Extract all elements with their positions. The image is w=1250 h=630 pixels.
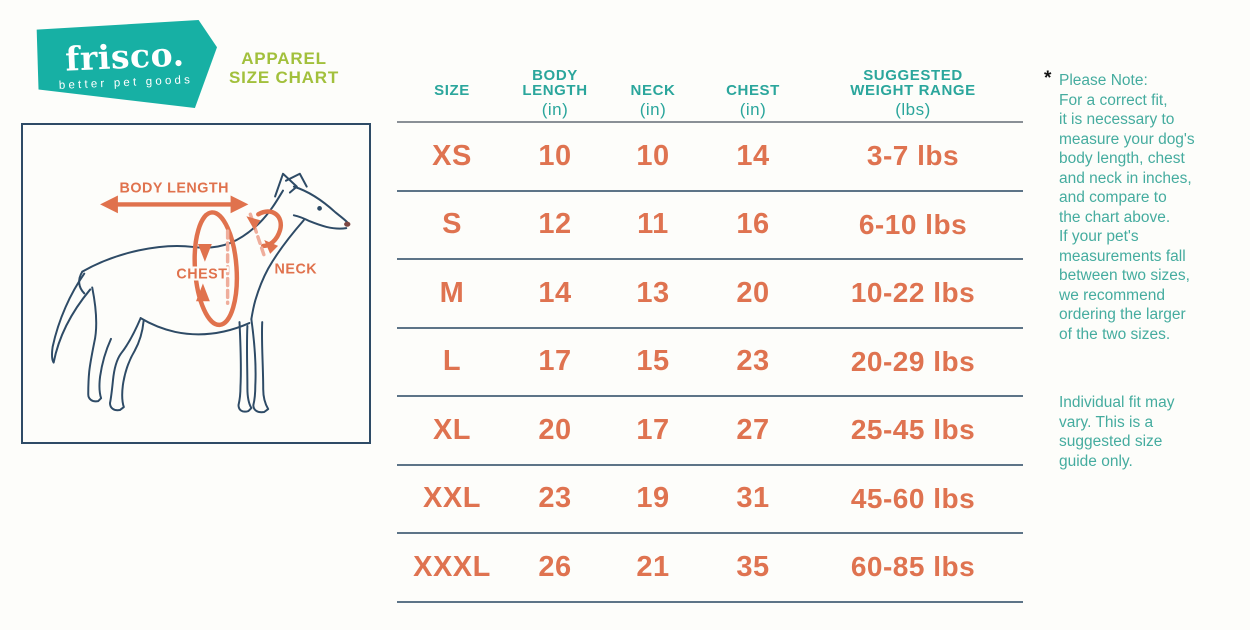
body-length-label: BODY LENGTH [120,181,229,197]
neck-measure-ellipse [246,209,284,258]
chest-label: CHEST [176,267,227,283]
cell-chest: 20 [736,276,770,309]
cell-chest: 35 [736,550,770,583]
cell-body-length: 23 [538,482,572,515]
fit-note-paragraph-2: Individual fit may vary. This is a sugge… [1059,394,1175,470]
header-weight-range: SUGGESTED WEIGHT RANGE (lbs) [850,67,976,119]
page-title-line2: SIZE CHART [229,68,339,87]
page-title: APPAREL SIZE CHART [220,49,348,87]
chest-measure-ellipse [192,210,240,328]
cell-weight: 3-7 lbs [866,140,960,172]
dog-diagram: BODY LENGTH CHEST NECK [51,172,351,414]
dog-outline [51,172,351,414]
cell-neck: 10 [636,139,670,172]
dog-measurement-panel: BODY LENGTH CHEST NECK [21,123,371,444]
cell-size: M [439,276,465,309]
table-header-row: SIZE BODY LENGTH (in) NECK (in) CHEST (i… [397,38,1023,123]
asterisk: * [1044,68,1052,89]
cell-body-length: 12 [538,208,572,241]
cell-neck: 19 [636,482,670,515]
header-size: SIZE [434,82,470,99]
table-row-s: S 12 11 16 6-10 lbs [397,192,1023,260]
cell-body-length: 17 [538,345,572,378]
cell-neck: 11 [637,208,669,241]
cell-neck: 15 [636,345,670,378]
cell-weight: 60-85 lbs [850,551,976,583]
cell-size: XXXL [413,550,491,583]
table-row-xxxl: XXXL 26 21 35 60-85 lbs [397,534,1023,603]
cell-body-length: 20 [538,413,572,446]
cell-size: XL [432,413,472,446]
cell-neck: 21 [636,550,670,583]
cell-chest: 27 [736,413,770,446]
cell-neck: 17 [636,413,670,446]
dog-eye [317,205,322,211]
cell-body-length: 14 [538,276,572,309]
frisco-logo: frisco. better pet goods [36,20,217,108]
cell-weight: 25-45 lbs [850,414,976,446]
cell-weight: 10-22 lbs [850,277,976,309]
header-chest: CHEST (in) [726,82,780,119]
brand-name: frisco. [64,33,186,79]
cell-weight: 6-10 lbs [858,208,968,240]
fit-note: * Please Note: For a correct fit, it is … [1044,68,1234,471]
header-body-length: BODY LENGTH (in) [522,67,588,119]
cell-size: XS [432,139,472,172]
cell-body-length: 10 [538,139,572,172]
cell-chest: 31 [736,482,770,515]
neck-label: NECK [275,262,318,278]
cell-chest: 14 [736,139,770,172]
fit-note-paragraph-1: Please Note: For a correct fit, it is ne… [1059,72,1195,343]
cell-weight: 20-29 lbs [850,345,976,377]
header-neck: NECK (in) [630,82,676,119]
frisco-logo-content: frisco. better pet goods [57,33,193,91]
cell-chest: 16 [736,208,770,241]
cell-size: XXL [423,482,481,515]
size-chart-table: SIZE BODY LENGTH (in) NECK (in) CHEST (i… [397,38,1023,603]
dog-nose [344,221,351,227]
table-row-l: L 17 15 23 20-29 lbs [397,329,1023,397]
table-row-xs: XS 10 10 14 3-7 lbs [397,123,1023,192]
cell-chest: 23 [736,345,770,378]
table-row-m: M 14 13 20 10-22 lbs [397,260,1023,329]
cell-neck: 13 [636,276,670,309]
cell-size: S [442,208,462,241]
page-title-line1: APPAREL [241,49,327,68]
table-row-xl: XL 20 17 27 25-45 lbs [397,397,1023,466]
cell-size: L [442,345,462,378]
cell-body-length: 26 [538,550,572,583]
body-length-arrow [100,195,249,214]
table-row-xxl: XXL 23 19 31 45-60 lbs [397,466,1023,534]
cell-weight: 45-60 lbs [850,482,976,514]
